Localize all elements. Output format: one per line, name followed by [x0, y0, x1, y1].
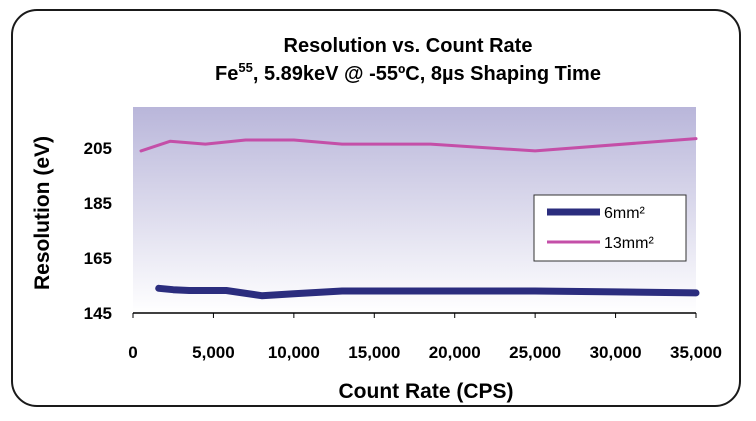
y-tick-label: 145	[84, 304, 112, 323]
x-tick-label: 5,000	[192, 343, 235, 362]
subtitle-conditions: , 5.89keV @ -55ºC, 8µs Shaping Time	[253, 63, 601, 85]
chart-subtitle: Fe55, 5.89keV @ -55ºC, 8µs Shaping Time	[215, 60, 601, 85]
subtitle-element: Fe	[215, 63, 238, 85]
y-tick-label: 165	[84, 249, 112, 268]
subtitle-superscript: 55	[238, 60, 252, 75]
x-tick-label: 25,000	[509, 343, 561, 362]
x-tick-label: 10,000	[268, 343, 320, 362]
series-line-0	[155, 284, 700, 300]
legend-box	[533, 194, 687, 262]
x-tick-label: 15,000	[348, 343, 400, 362]
x-tick-label: 30,000	[590, 343, 642, 362]
x-axis-label: Count Rate (CPS)	[339, 380, 514, 403]
legend: 6mm² 13mm²	[533, 194, 687, 262]
y-tick-label: 185	[84, 194, 112, 213]
legend-label-13mm: 13mm²	[604, 235, 654, 252]
series-line-1	[139, 137, 698, 153]
y-axis-label: Resolution (eV)	[31, 136, 54, 290]
x-tick-label: 20,000	[429, 343, 481, 362]
y-tick-label: 205	[84, 139, 112, 158]
legend-label-6mm: 6mm²	[604, 205, 646, 222]
x-tick-label: 35,000	[670, 343, 722, 362]
chart-title: Resolution vs. Count Rate	[284, 35, 533, 57]
x-tick-label: 0	[128, 343, 137, 362]
